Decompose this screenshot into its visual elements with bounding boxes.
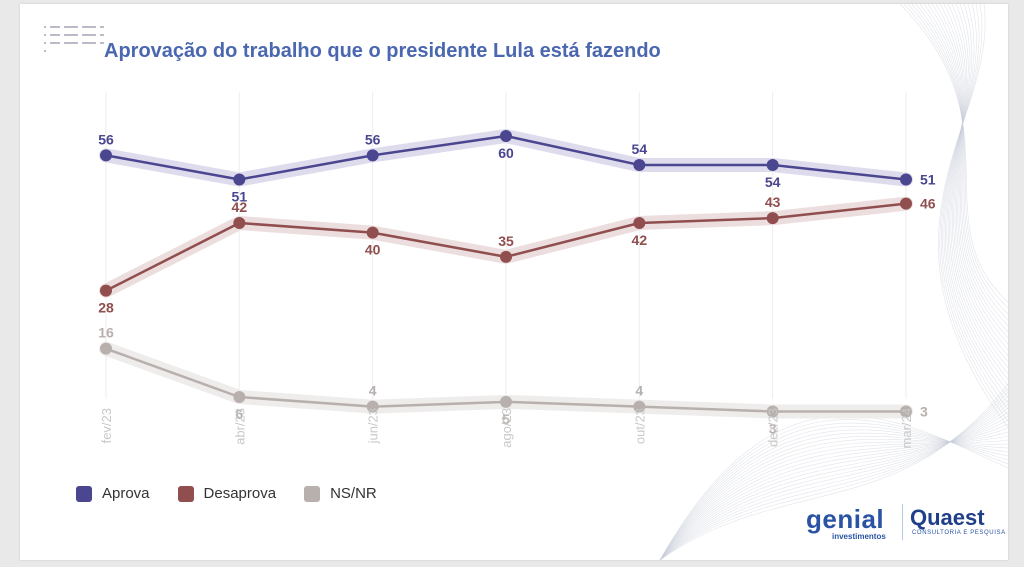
data-label-NS/NR-out/23: 4 [635, 383, 643, 399]
chart-title: Aprovação do trabalho que o presidente L… [104, 40, 661, 62]
decorative-wave-line [659, 4, 1008, 560]
data-label-Aprova-jun/23: 56 [365, 131, 381, 147]
data-label-Desaprova-fev/23: 28 [98, 300, 114, 316]
quaest-logo: Quaest [910, 505, 985, 530]
point-Aprova-jun/23 [366, 149, 379, 162]
slide: Aprovação do trabalho que o presidente L… [20, 4, 1008, 560]
data-label-Desaprova-jun/23: 40 [365, 242, 381, 258]
point-Aprova-dez/23 [766, 159, 779, 171]
point-Aprova-out/23 [633, 159, 646, 171]
x-tick-abr/23: abr/23 [232, 408, 247, 445]
decorative-wave-line [659, 4, 1008, 560]
point-Aprova-ago/23 [500, 130, 512, 142]
point-Desaprova-fev/23 [100, 284, 112, 297]
point-Desaprova-jun/23 [366, 226, 379, 239]
x-tick-out/23: out/23 [632, 408, 647, 444]
genial-logo-sub: investimentos [832, 532, 886, 541]
legend-label-desaprova: Desaprova [203, 485, 277, 502]
point-Desaprova-dez/23 [766, 212, 779, 225]
decorative-wave-line [659, 4, 1008, 560]
decorative-wave-line [659, 4, 1008, 560]
decorative-wave-line [659, 4, 1008, 560]
point-NS/NR-fev/23 [100, 342, 112, 355]
decorative-wave-line [659, 4, 1008, 560]
data-label-NS/NR-dez/23: 3 [769, 421, 777, 437]
decorative-wave-line [659, 4, 1008, 560]
legend-item-desaprova[interactable]: Desaprova [177, 485, 277, 502]
decorative-wave-line [659, 4, 1008, 560]
point-Desaprova-mar/24 [900, 197, 912, 210]
point-NS/NR-dez/23 [766, 405, 779, 418]
point-NS/NR-abr/23 [233, 391, 246, 403]
x-tick-jun/23: jun/23 [366, 408, 381, 444]
point-NS/NR-out/23 [633, 400, 646, 413]
decorative-wave-line [659, 4, 1008, 560]
decorative-wave-line [659, 4, 1008, 560]
point-Aprova-fev/23 [100, 149, 112, 162]
point-Desaprova-abr/23 [233, 217, 246, 229]
x-tick-labels: fev/23 abr/23 jun/23 ago/23 out/23 dez/23 mar/… [99, 408, 914, 448]
point-Desaprova-out/23 [633, 217, 646, 229]
decorative-waves [659, 4, 1008, 560]
point-Aprova-mar/24 [900, 173, 912, 186]
decorative-wave-line [659, 4, 1008, 560]
data-label-Aprova-ago/23: 60 [498, 145, 514, 161]
decorative-wave-line [659, 4, 1008, 560]
decorative-wave-line [659, 4, 1008, 560]
point-NS/NR-mar/24 [900, 405, 912, 418]
legend-item-aprova[interactable]: Aprova [76, 485, 150, 502]
x-tick-fev/23: fev/23 [99, 408, 114, 443]
decorative-wave-line [659, 4, 1008, 560]
data-label-Desaprova-abr/23: 42 [232, 199, 248, 215]
legend-swatch-aprova [76, 485, 92, 502]
legend-label-nsnr: NS/NR [330, 485, 377, 502]
data-label-NS/NR-mar/24: 3 [920, 404, 928, 420]
data-label-Aprova-out/23: 54 [632, 141, 648, 157]
point-NS/NR-ago/23 [500, 395, 512, 408]
data-label-Aprova-dez/23: 54 [765, 174, 781, 190]
data-label-NS/NR-jun/23: 4 [369, 383, 377, 399]
x-tick-dez/23: dez/23 [766, 408, 781, 447]
legend-swatch-nsnr [304, 485, 321, 502]
legend-label-aprova: Aprova [102, 485, 150, 502]
decorative-wave-line [659, 4, 1008, 560]
decorative-wave-line [659, 4, 1008, 560]
data-label-Desaprova-out/23: 42 [632, 232, 648, 248]
data-label-NS/NR-fev/23: 16 [98, 325, 114, 341]
legend: Aprova Desaprova NS/NR [76, 485, 377, 502]
series-points [100, 130, 912, 418]
decorative-wave-line [659, 4, 1008, 560]
data-label-Aprova-mar/24: 51 [920, 172, 936, 188]
data-label-Aprova-fev/23: 56 [98, 131, 114, 147]
decorative-wave-line [659, 4, 1008, 560]
decorative-wave-line [659, 4, 1008, 560]
genial-logo: genial [806, 504, 885, 534]
dotted-logo-icon [44, 26, 104, 52]
data-label-Desaprova-dez/23: 43 [765, 194, 781, 210]
point-Desaprova-ago/23 [500, 250, 512, 263]
legend-item-nsnr[interactable]: NS/NR [304, 485, 377, 502]
legend-swatch-desaprova [177, 485, 194, 502]
decorative-wave-line [659, 4, 1008, 560]
data-label-Desaprova-mar/24: 46 [920, 196, 936, 212]
data-label-Desaprova-ago/23: 35 [498, 233, 514, 249]
data-label-NS/NR-abr/23: 6 [235, 406, 243, 422]
x-tick-mar/24: mar/24 [899, 408, 914, 448]
grid-lines [105, 92, 907, 399]
decorative-wave-line [659, 4, 1008, 560]
data-label-NS/NR-ago/23: 5 [502, 411, 510, 427]
data-label-Aprova-abr/23: 51 [232, 189, 248, 205]
logo-separator [902, 504, 903, 540]
quaest-logo-sub: CONSULTORIA E PESQUISA [912, 530, 1006, 536]
point-NS/NR-jun/23 [366, 400, 379, 413]
x-tick-ago/23: ago/23 [499, 408, 514, 448]
point-Aprova-abr/23 [233, 173, 246, 186]
